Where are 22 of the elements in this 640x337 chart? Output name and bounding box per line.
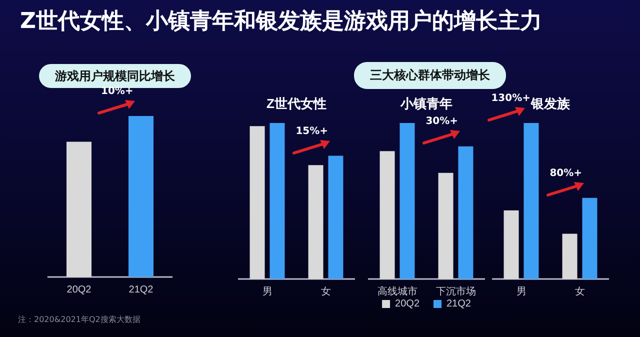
chart-title: 游戏用户规模同比增长 <box>54 69 176 83</box>
x-tick-label: 女 <box>320 286 331 298</box>
text: 注：2020&2021年Q2搜索大数据 <box>18 314 140 325</box>
annotation: 30%+ <box>426 116 458 128</box>
text: 10%+ <box>101 86 134 97</box>
x-tick-label: 男 <box>516 286 526 298</box>
text: Z世代女性、小镇青年和银发族是游戏用户的增长主力 <box>20 8 542 36</box>
chart-title: 小镇青年 <box>400 96 452 111</box>
x-tick-label: 女 <box>574 286 585 298</box>
x-tick-label: 21Q2 <box>128 284 154 296</box>
x-tick-label: 20Q2 <box>66 284 92 296</box>
annotation: 15%+ <box>296 126 328 137</box>
x-tick-label: 男 <box>262 286 272 298</box>
text: 130%+ <box>491 93 530 104</box>
x-tick-label: 高线城市 <box>377 286 418 298</box>
annotation: 80%+ <box>550 168 582 179</box>
text: 三大核心群体带动增长 <box>354 62 506 89</box>
chart-title: Z世代女性 <box>266 96 326 111</box>
legend-label: 21Q2 <box>446 298 472 310</box>
x-tick-label: 下沉市场 <box>436 286 476 298</box>
legend-label: 20Q2 <box>395 298 420 310</box>
chart-title: 银发族 <box>530 96 571 111</box>
